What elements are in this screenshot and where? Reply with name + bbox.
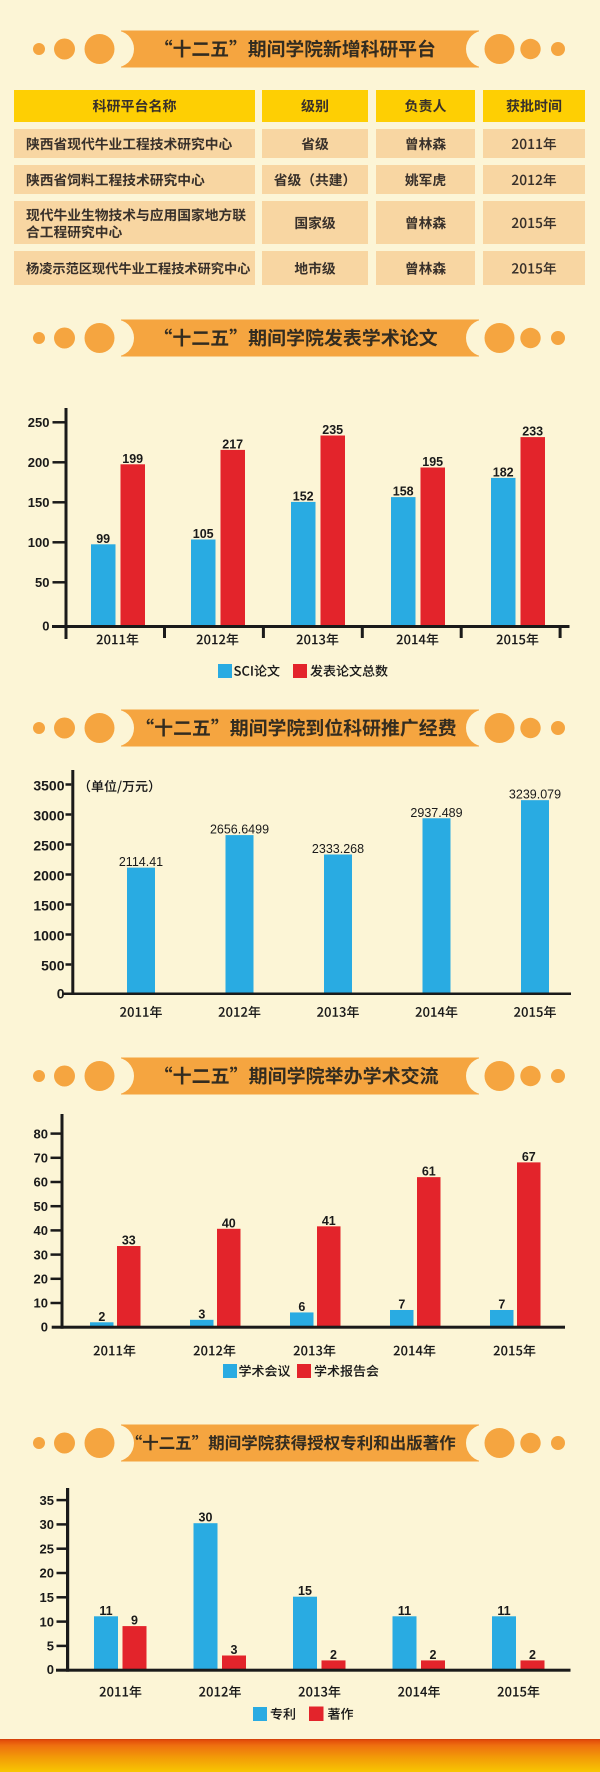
svg-text:40: 40 [34, 1223, 48, 1238]
svg-text:11: 11 [398, 1604, 411, 1618]
svg-text:5: 5 [47, 1639, 54, 1654]
svg-text:3000: 3000 [33, 807, 64, 823]
svg-text:2: 2 [98, 1310, 105, 1324]
svg-text:15: 15 [298, 1584, 312, 1598]
svg-text:11: 11 [99, 1604, 112, 1618]
svg-text:100: 100 [28, 535, 50, 550]
svg-text:30: 30 [199, 1511, 213, 1525]
svg-text:30: 30 [40, 1517, 54, 1532]
svg-text:152: 152 [293, 489, 314, 503]
svg-text:1000: 1000 [33, 927, 64, 943]
svg-text:200: 200 [28, 455, 50, 470]
svg-text:41: 41 [322, 1214, 336, 1228]
svg-text:2: 2 [529, 1648, 536, 1662]
svg-text:150: 150 [28, 495, 50, 510]
svg-text:15: 15 [40, 1590, 54, 1605]
svg-text:2000: 2000 [33, 867, 64, 883]
svg-text:0: 0 [42, 619, 49, 634]
svg-text:10: 10 [40, 1614, 54, 1629]
svg-text:2: 2 [430, 1648, 437, 1662]
svg-text:2656.6499: 2656.6499 [210, 823, 269, 837]
svg-text:2500: 2500 [33, 837, 64, 853]
svg-text:3239.079: 3239.079 [509, 788, 561, 802]
svg-text:33: 33 [122, 1234, 136, 1248]
svg-text:9: 9 [131, 1614, 138, 1628]
svg-text:20: 20 [40, 1566, 54, 1581]
svg-text:0: 0 [57, 986, 65, 1002]
svg-text:235: 235 [322, 423, 343, 437]
svg-text:6: 6 [298, 1300, 305, 1314]
svg-text:7: 7 [498, 1298, 505, 1312]
svg-text:3: 3 [231, 1643, 238, 1657]
svg-text:67: 67 [522, 1150, 536, 1164]
svg-text:250: 250 [28, 415, 50, 430]
svg-text:217: 217 [222, 437, 243, 451]
svg-text:2937.489: 2937.489 [410, 806, 462, 820]
svg-text:158: 158 [393, 485, 414, 499]
svg-text:199: 199 [122, 452, 143, 466]
svg-text:195: 195 [422, 455, 443, 469]
svg-text:50: 50 [35, 575, 49, 590]
svg-text:10: 10 [34, 1296, 48, 1311]
svg-text:2333.268: 2333.268 [312, 842, 364, 856]
svg-text:0: 0 [41, 1320, 48, 1335]
svg-text:30: 30 [34, 1247, 48, 1262]
svg-text:80: 80 [34, 1126, 48, 1141]
svg-text:3500: 3500 [33, 777, 64, 793]
svg-text:20: 20 [34, 1272, 48, 1287]
svg-text:25: 25 [40, 1541, 54, 1556]
svg-text:2: 2 [330, 1648, 337, 1662]
svg-text:182: 182 [493, 465, 514, 479]
svg-text:40: 40 [222, 1216, 236, 1230]
svg-text:0: 0 [47, 1662, 54, 1677]
svg-text:99: 99 [96, 532, 110, 546]
svg-text:3: 3 [198, 1307, 205, 1321]
svg-text:105: 105 [193, 527, 214, 541]
svg-text:60: 60 [34, 1175, 48, 1190]
svg-text:11: 11 [497, 1604, 510, 1618]
svg-text:35: 35 [40, 1493, 54, 1508]
svg-text:70: 70 [34, 1151, 48, 1166]
svg-text:2114.41: 2114.41 [119, 855, 163, 869]
svg-text:500: 500 [41, 957, 65, 973]
svg-text:61: 61 [422, 1165, 436, 1179]
svg-text:50: 50 [34, 1199, 48, 1214]
svg-text:7: 7 [398, 1298, 405, 1312]
svg-text:233: 233 [522, 425, 543, 439]
svg-text:1500: 1500 [33, 897, 64, 913]
